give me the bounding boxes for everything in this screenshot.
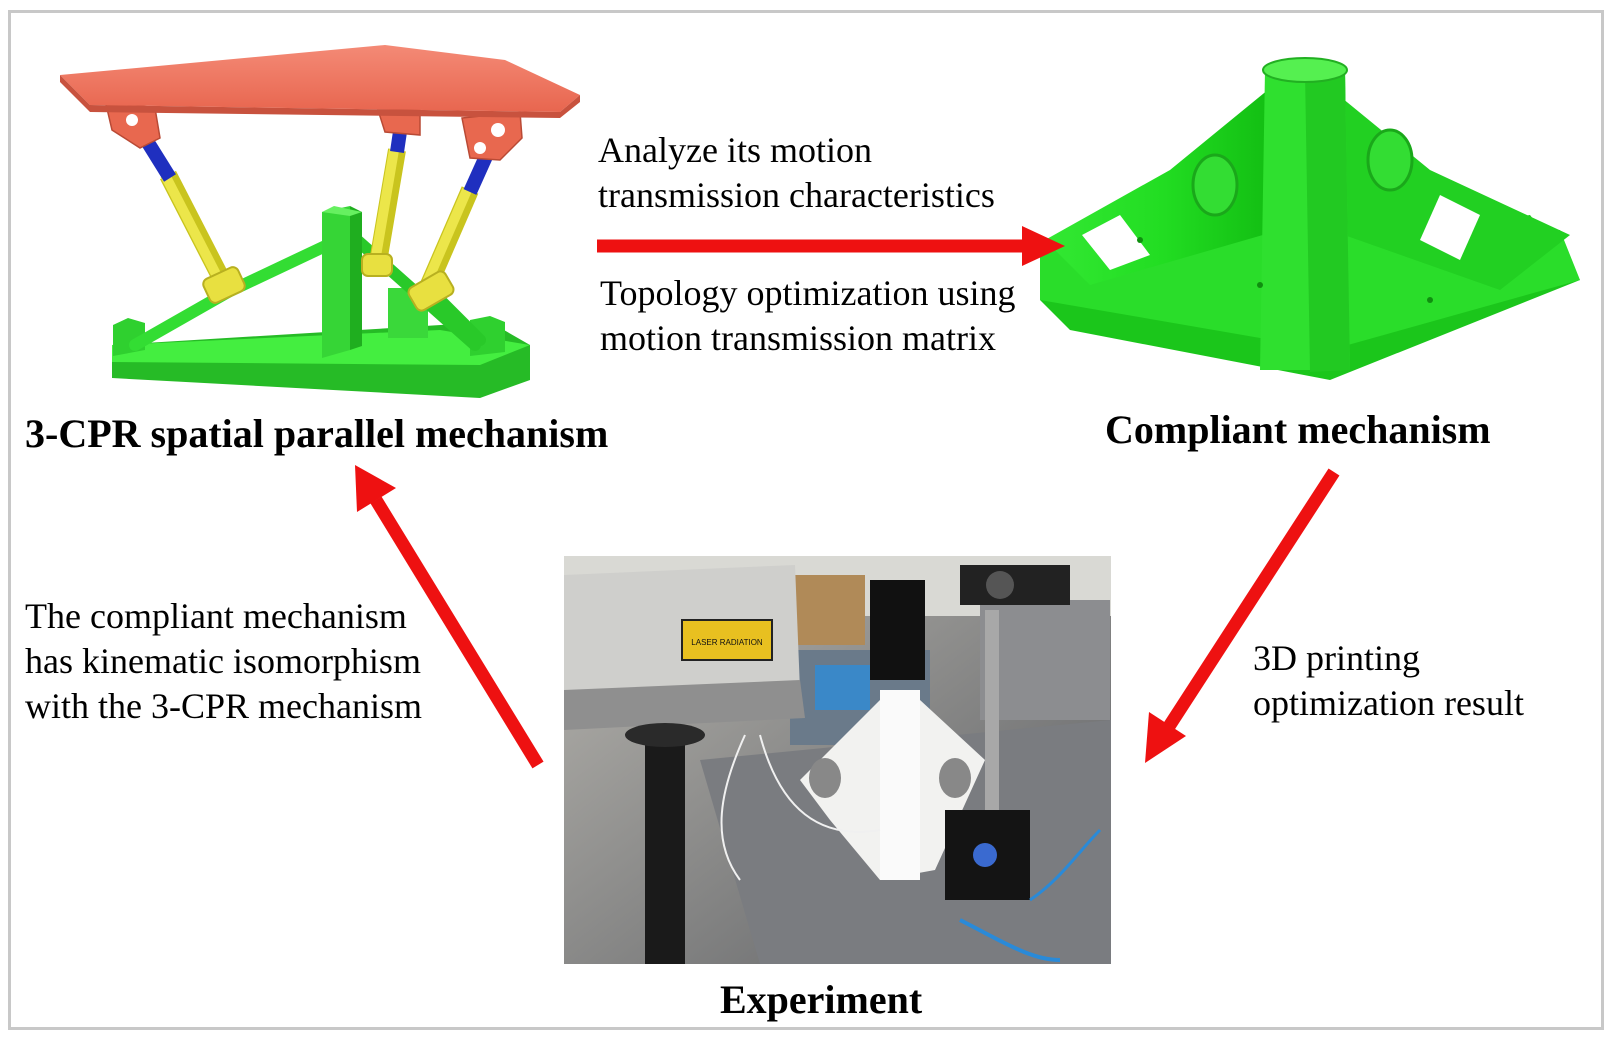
title-compliant-mechanism: Compliant mechanism <box>1105 407 1491 452</box>
center-column-top <box>322 206 362 216</box>
parallel-mechanism-illustration <box>60 45 580 398</box>
compliant-column-top <box>1262 57 1348 83</box>
bracket-right <box>461 111 523 161</box>
label-analyze-line-2: transmission characteristics <box>598 175 995 215</box>
center-column <box>322 206 350 358</box>
title-parallel-mechanism: 3-CPR spatial parallel mechanism <box>25 411 609 456</box>
label-analyze: Analyze its motion transmission characte… <box>598 128 995 218</box>
label-isomorphism-line-2: has kinematic isomorphism <box>25 641 421 681</box>
label-topology-line-2: motion transmission matrix <box>600 318 996 358</box>
experiment-photo: LASER RADIATION <box>564 556 1111 964</box>
label-printing-line-1: 3D printing <box>1253 638 1420 678</box>
window-left <box>1082 215 1150 270</box>
center-column-side <box>350 206 362 350</box>
collar-1 <box>202 266 246 304</box>
strut-right-lower <box>434 294 486 346</box>
base-plate-top <box>112 330 530 365</box>
label-analyze-line-1: Analyze its motion <box>598 130 872 170</box>
label-isomorphism-line-1: The compliant mechanism <box>25 596 407 636</box>
title-experiment: Experiment <box>720 977 923 1022</box>
arrow-printing <box>1145 468 1340 763</box>
label-printing: 3D printing optimization result <box>1253 636 1524 726</box>
support-rod <box>985 610 999 820</box>
label-printing-line-2: optimization result <box>1253 683 1524 723</box>
flexure-hinge-right <box>1366 128 1414 192</box>
arrow-analysis <box>597 226 1065 266</box>
window-right <box>1420 195 1480 260</box>
strut-right <box>334 219 481 351</box>
laser-warning-text: LASER RADIATION <box>691 638 763 647</box>
label-topology: Topology optimization using motion trans… <box>600 271 1015 361</box>
top-platform <box>60 45 580 112</box>
laser-warning-sign <box>681 619 773 661</box>
collar-2 <box>361 253 393 277</box>
flexure-hinge-left <box>1191 153 1239 217</box>
compliant-mechanism-illustration <box>1040 57 1580 380</box>
arrow-isomorphism <box>355 465 544 769</box>
label-isomorphism: The compliant mechanism has kinematic is… <box>25 594 422 729</box>
laser-stand <box>645 735 685 964</box>
label-isomorphism-line-3: with the 3-CPR mechanism <box>25 686 422 726</box>
label-topology-line-1: Topology optimization using <box>600 273 1016 313</box>
collar-3 <box>407 270 455 312</box>
sensor-block <box>870 580 925 680</box>
top-platform-edge <box>60 75 580 118</box>
